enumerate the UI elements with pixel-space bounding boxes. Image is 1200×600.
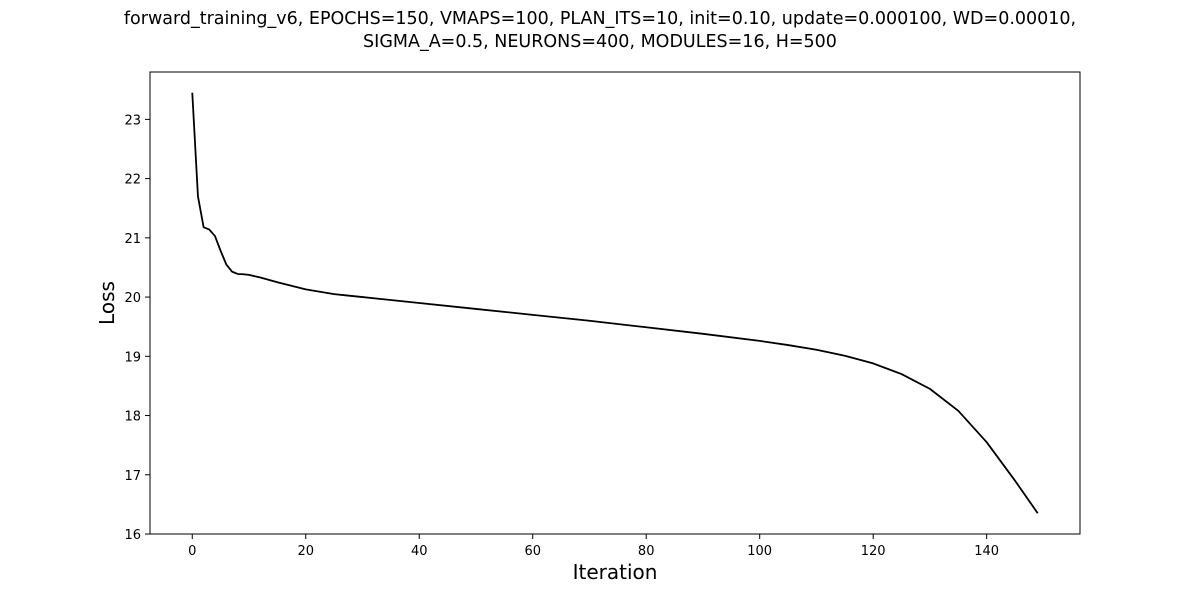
plot-area [191, 92, 1039, 514]
x-tick-label: 100 [747, 544, 772, 559]
y-tick-label: 17 [124, 469, 141, 484]
y-tick-label: 20 [124, 291, 141, 306]
y-tick-label: 19 [124, 350, 141, 365]
y-tick-label: 18 [124, 410, 141, 425]
y-tick-label: 16 [124, 528, 141, 543]
y-tick-label: 22 [124, 173, 141, 188]
x-tick-label: 120 [861, 544, 886, 559]
axes-frame [149, 71, 1081, 535]
x-tick-label: 140 [974, 544, 999, 559]
x-tick-label: 60 [524, 544, 541, 559]
chart-title-line-2: SIGMA_A=0.5, NEURONS=400, MODULES=16, H=… [363, 32, 837, 52]
y-axis-label: Loss [95, 281, 119, 325]
y-tick-label: 21 [124, 232, 141, 247]
chart-title-line-1: forward_training_v6, EPOCHS=150, VMAPS=1… [123, 9, 1077, 29]
x-tick-label: 40 [411, 544, 428, 559]
x-axis-label: Iteration [573, 560, 658, 584]
x-tick-label: 80 [638, 544, 655, 559]
y-tick-label: 23 [124, 113, 141, 128]
y-axis: 16 17 18 19 20 21 22 23 [124, 113, 150, 543]
x-axis: 0 20 40 60 80 100 120 140 [188, 534, 999, 559]
x-tick-label: 0 [188, 544, 196, 559]
loss-series-line [191, 92, 1039, 514]
chart-title: forward_training_v6, EPOCHS=150, VMAPS=1… [0, 8, 1200, 54]
x-tick-label: 20 [297, 544, 314, 559]
